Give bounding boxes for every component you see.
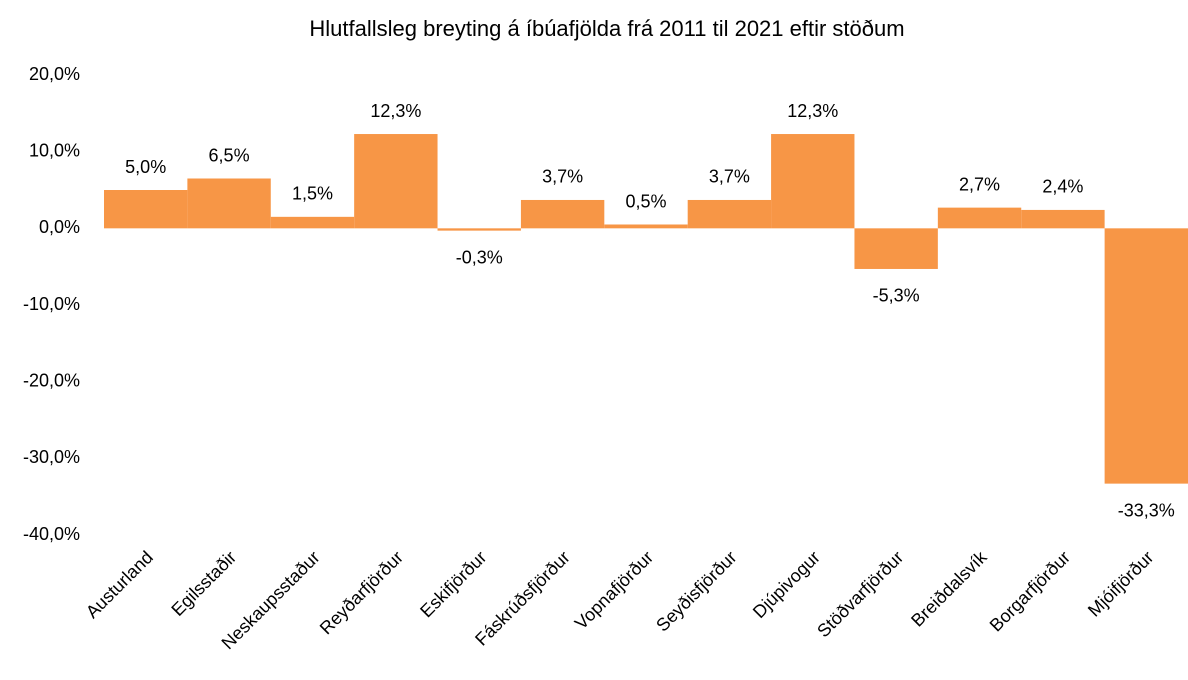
bar — [187, 178, 271, 229]
y-tick-label: 10,0% — [29, 140, 80, 160]
x-tick-label: Stöðvarfjörður — [813, 547, 907, 641]
x-tick-label: Eskifjörður — [416, 547, 490, 621]
x-tick-label: Austurland — [82, 547, 157, 622]
bar — [354, 134, 438, 229]
y-tick-label: -20,0% — [23, 370, 80, 390]
value-label: 3,7% — [709, 167, 750, 187]
bar — [520, 199, 605, 229]
y-tick-label: 0,0% — [39, 217, 80, 237]
bar — [270, 216, 355, 229]
bar — [1104, 228, 1188, 484]
value-label: 6,5% — [209, 145, 250, 165]
x-tick-label: Borgarfjörður — [986, 547, 1074, 635]
y-tick-label: -40,0% — [23, 524, 80, 544]
value-label: -5,3% — [873, 286, 920, 306]
value-label: -33,3% — [1118, 500, 1175, 520]
bar — [604, 224, 688, 229]
value-label: -0,3% — [456, 247, 503, 267]
y-tick-label: -10,0% — [23, 294, 80, 314]
x-tick-label: Reyðarfjörður — [316, 547, 407, 638]
value-label: 2,4% — [1042, 177, 1083, 197]
x-tick-label: Breiðdalsvík — [907, 546, 991, 630]
bar — [1021, 209, 1105, 229]
bar — [437, 228, 521, 231]
value-label: 2,7% — [959, 174, 1000, 194]
value-label: 0,5% — [625, 191, 666, 211]
bar — [104, 190, 188, 229]
x-tick-label: Vopnafjörður — [571, 547, 657, 633]
x-tick-label: Djúpivogur — [749, 547, 824, 622]
value-label: 5,0% — [125, 157, 166, 177]
y-tick-label: -30,0% — [23, 447, 80, 467]
value-label: 1,5% — [292, 184, 333, 204]
chart-title: Hlutfallsleg breyting á íbúafjölda frá 2… — [309, 16, 904, 41]
x-tick-label: Seyðisfjörður — [652, 547, 740, 635]
bar — [937, 207, 1022, 229]
x-tick-label: Mjóifjörður — [1084, 547, 1158, 621]
x-tick-label: Egilsstaðir — [167, 547, 240, 620]
value-label: 12,3% — [787, 101, 838, 121]
value-label: 3,7% — [542, 167, 583, 187]
value-label: 12,3% — [370, 101, 421, 121]
bar — [771, 134, 855, 229]
bar — [854, 228, 938, 269]
y-tick-label: 20,0% — [29, 64, 80, 84]
bar — [687, 199, 772, 229]
